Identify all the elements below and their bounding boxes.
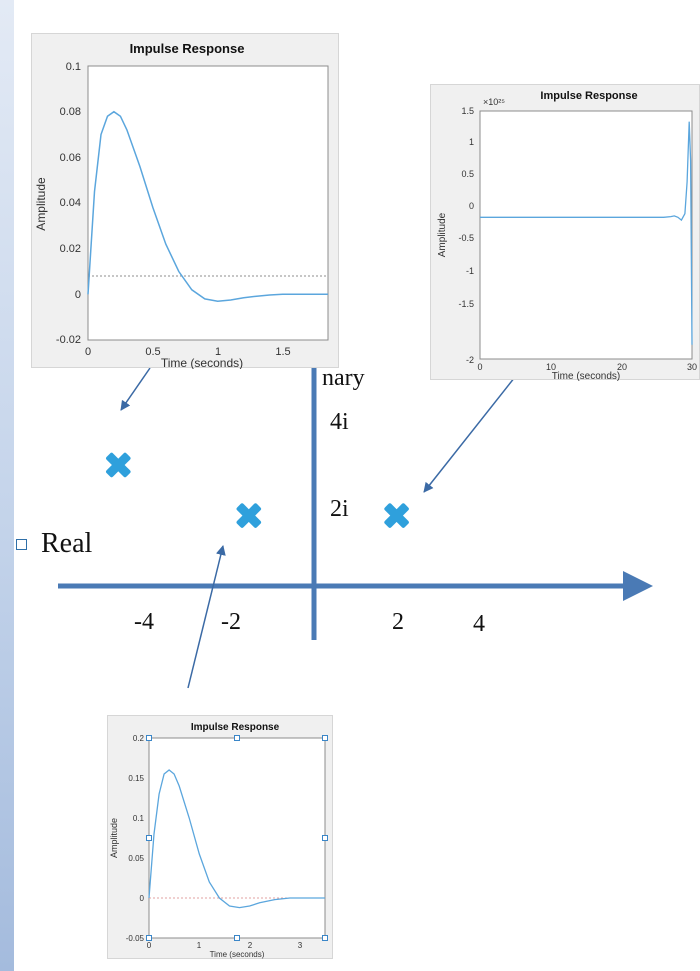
y-ticks: 0.2 0.15 0.1 0.05 0 -0.05 (126, 734, 145, 943)
impulse-response-plot-top-right: Impulse Response ×10²⁵ 1.5 1 0.5 0 -0.5 … (430, 84, 700, 381)
y-ticks: 1.5 1 0.5 0 -0.5 -1 -1.5 -2 (458, 106, 474, 365)
y-tick: 1 (469, 137, 474, 147)
tick-4: 4 (473, 611, 485, 637)
y-tick: 0.2 (133, 734, 145, 743)
y-tick: 0.1 (66, 61, 81, 73)
resize-handle[interactable] (322, 935, 328, 941)
x-tick: 0 (147, 941, 152, 950)
y-tick: 0.1 (133, 814, 145, 823)
resize-handle[interactable] (322, 835, 328, 841)
x-tick: 0 (85, 346, 91, 358)
resize-handle[interactable] (234, 935, 240, 941)
x-tick: 2 (248, 941, 253, 950)
arrow-to-pole-middle (187, 545, 226, 689)
y-tick: 0.15 (128, 774, 144, 783)
y-tick: 0.08 (60, 106, 81, 118)
plot-title: Impulse Response (191, 722, 280, 733)
resize-handle[interactable] (234, 735, 240, 741)
y-tick: -2 (466, 355, 474, 365)
impulse-response-curve (148, 769, 325, 909)
x-tick: 30 (687, 362, 697, 372)
x-ticks: 0 0.5 1 1.5 (85, 346, 291, 358)
y-tick: -0.5 (458, 233, 474, 243)
arrow-to-pole-left (120, 367, 151, 411)
square-bullet-icon (16, 538, 27, 550)
y-axis-label: Amplitude (34, 177, 48, 231)
x-cross-icon (106, 452, 131, 478)
x-ticks: 0 1 2 3 (147, 941, 303, 950)
imaginary-axis-label: nary (322, 365, 365, 391)
y-tick: -0.05 (126, 934, 145, 943)
real-bullet-item: Real (16, 528, 92, 560)
y-tick: 0 (140, 894, 145, 903)
y-tick: 0.05 (128, 854, 144, 863)
x-axis-label: Time (seconds) (161, 356, 243, 369)
real-axis-label: Real (41, 528, 93, 559)
slide-accent-bar (0, 0, 14, 971)
y-ticks: 0.1 0.08 0.06 0.04 0.02 0 -0.02 (56, 61, 81, 346)
tick-2: 2 (392, 609, 404, 635)
arrow-to-pole-right (423, 357, 531, 493)
x-tick: 0.5 (145, 346, 160, 358)
y-tick: -0.02 (56, 334, 81, 346)
impulse-response-plot-bottom: Impulse Response 0.2 0.15 0.1 0.05 0 -0.… (107, 715, 333, 959)
y-tick: -1.5 (458, 299, 474, 309)
x-tick: 1 (197, 941, 202, 950)
resize-handle[interactable] (146, 935, 152, 941)
y-tick: 0.5 (461, 169, 474, 179)
x-tick: 3 (298, 941, 303, 950)
y-axis-label: Amplitude (437, 212, 448, 257)
selection-handles[interactable] (146, 735, 328, 941)
tick-minus-4: -4 (134, 609, 154, 635)
x-cross-icon (384, 503, 409, 528)
tick-minus-2: -2 (221, 609, 241, 635)
impulse-response-curve (87, 110, 328, 302)
exponent-label: ×10²⁵ (483, 97, 505, 107)
x-cross-icon (236, 503, 262, 528)
x-tick: 0 (477, 362, 482, 372)
x-axis-label: Time (seconds) (552, 371, 621, 381)
resize-handle[interactable] (146, 735, 152, 741)
plot-area (148, 737, 326, 939)
x-tick: 20 (617, 362, 627, 372)
y-tick: -1 (466, 266, 474, 276)
x-tick: 1.5 (275, 346, 290, 358)
x-ticks: 0 10 20 30 (477, 362, 697, 372)
plot-title: Impulse Response (130, 41, 245, 56)
impulse-response-curve (480, 121, 693, 345)
x-axis-label: Time (seconds) (210, 950, 265, 959)
y-tick: 0 (469, 201, 474, 211)
resize-handle[interactable] (322, 735, 328, 741)
impulse-response-plot-top-left: Impulse Response 0.1 0.08 0.06 0.04 0.02… (31, 33, 339, 369)
tick-2i: 2i (330, 496, 349, 522)
y-axis-label: Amplitude (109, 818, 119, 858)
y-tick: 0 (75, 289, 81, 301)
tick-4i: 4i (330, 409, 349, 435)
plot-area (479, 110, 693, 360)
y-tick: 1.5 (461, 106, 474, 116)
y-tick: 0.04 (60, 197, 81, 209)
x-tick: 10 (546, 362, 556, 372)
y-tick: 0.02 (60, 243, 81, 255)
poles-layer (106, 452, 409, 528)
y-tick: 0.06 (60, 152, 81, 164)
x-tick: 1 (215, 346, 221, 358)
plot-title: Impulse Response (540, 90, 637, 102)
resize-handle[interactable] (146, 835, 152, 841)
